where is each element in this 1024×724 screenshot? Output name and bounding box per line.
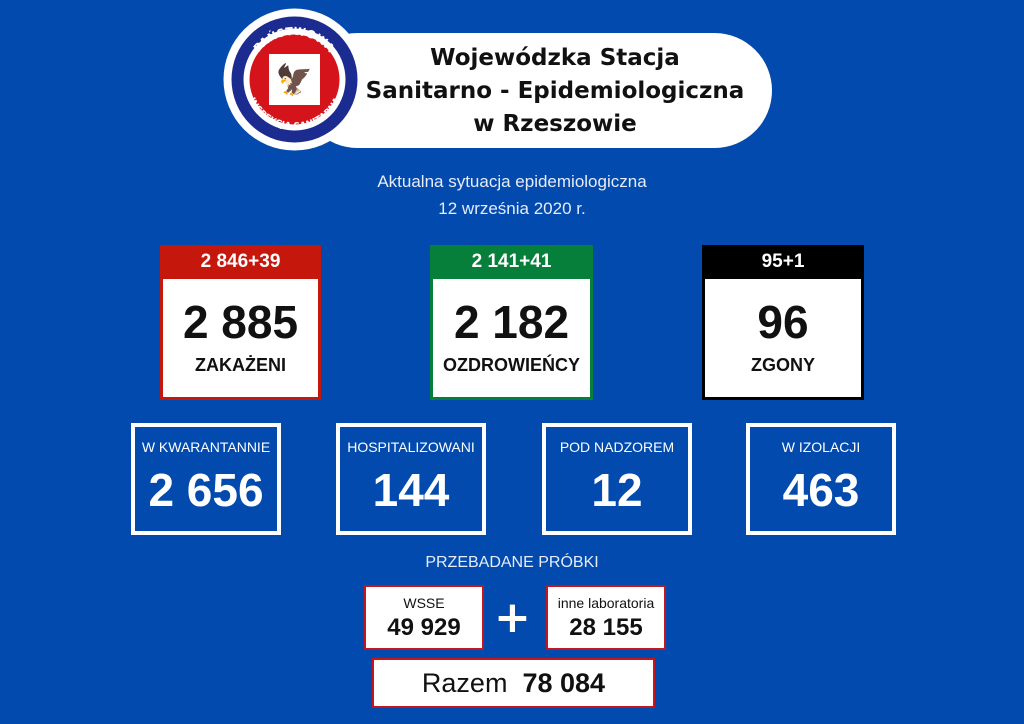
card-label: OZDROWIEŃCY xyxy=(443,355,580,375)
total-label: Razem xyxy=(421,668,508,698)
page-title: Wojewódzka Stacja Sanitarno - Epidemiolo… xyxy=(330,42,780,141)
title-line: Wojewódzka Stacja xyxy=(430,45,680,71)
samples-title: PRZEBADANE PRÓBKI xyxy=(425,554,599,571)
stat-quarantine: W KWARANTANNIE 2 656 xyxy=(131,423,281,535)
card-label: ZAKAŻENI xyxy=(195,355,286,375)
card-label: ZGONY xyxy=(750,355,815,375)
stat-value: 144 xyxy=(372,464,450,516)
wsse-label: WSSE xyxy=(403,595,445,611)
other-value: 28 155 xyxy=(569,614,643,641)
other-label: inne laboratoria xyxy=(557,595,655,611)
stat-label: HOSPITALIZOWANI xyxy=(347,439,475,455)
card-change: 2 846+39 xyxy=(160,245,321,279)
stat-isolation: W IZOLACJI 463 xyxy=(746,423,896,535)
card-change: 95+1 xyxy=(702,245,864,279)
date: 12 września 2020 r. xyxy=(438,199,586,218)
subtitle: Aktualna sytuacja epidemiologiczna xyxy=(377,172,647,191)
header-banner xyxy=(300,33,772,148)
eagle-icon: 🦅 xyxy=(276,61,313,98)
card-change: 2 141+41 xyxy=(430,245,593,279)
card-infected: 2 846+39 2 885 ZAKAŻENI xyxy=(160,245,321,400)
samples-wsse: WSSE 49 929 xyxy=(364,585,484,650)
inspection-logo: 🦅 PAŃSTWOWA INSPEKCJA SANITARNA xyxy=(223,8,366,151)
card-recovered: 2 141+41 2 182 OZDROWIEŃCY xyxy=(430,245,593,400)
wsse-value: 49 929 xyxy=(387,614,461,641)
stat-label: POD NADZOREM xyxy=(559,439,675,455)
stat-supervision: POD NADZOREM 12 xyxy=(542,423,692,535)
card-value: 2 182 xyxy=(453,296,570,348)
card-deaths: 95+1 96 ZGONY xyxy=(702,245,864,400)
stat-label: W IZOLACJI xyxy=(781,439,861,455)
stat-value: 12 xyxy=(591,464,643,516)
title-line: w Rzeszowie xyxy=(473,111,637,137)
stat-label: W KWARANTANNIE xyxy=(141,439,271,455)
stat-value: 463 xyxy=(782,464,860,516)
stat-hospitalized: HOSPITALIZOWANI 144 xyxy=(336,423,486,535)
samples-total: Razem 78 084 xyxy=(372,658,655,708)
card-value: 96 xyxy=(757,296,809,348)
title-line: Sanitarno - Epidemiologiczna xyxy=(365,78,745,104)
card-value: 2 885 xyxy=(182,296,299,348)
samples-other: inne laboratoria 28 155 xyxy=(546,585,666,650)
total-value: 78 084 xyxy=(522,668,606,698)
plus-icon: + xyxy=(494,592,531,643)
stat-value: 2 656 xyxy=(148,464,264,516)
